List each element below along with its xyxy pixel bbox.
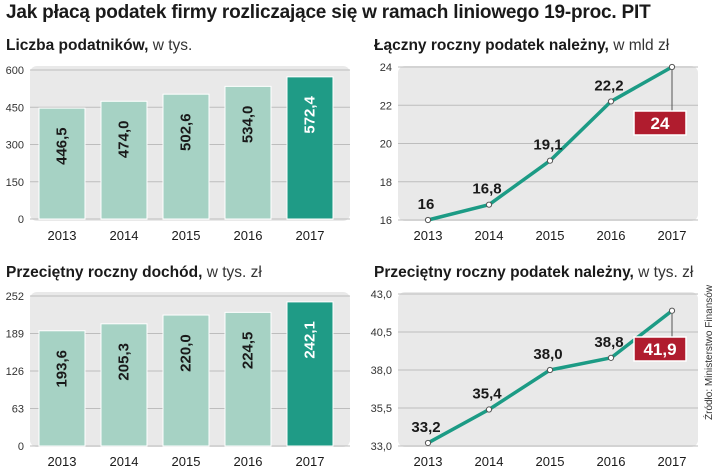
- y-tick-label: 150: [6, 177, 24, 189]
- y-tick-label: 189: [6, 329, 24, 341]
- y-tick-label: 16: [380, 215, 392, 227]
- main-title: Jak płacą podatek firmy rozliczające się…: [6, 2, 651, 23]
- panel-title-avg-tax: Przeciętny roczny podatek należny, w tys…: [374, 264, 693, 282]
- x-tick-label: 2016: [234, 228, 263, 243]
- data-point: [607, 98, 615, 105]
- y-tick-label: 24: [380, 62, 392, 74]
- x-tick-label: 2015: [536, 454, 565, 468]
- panel-unit: w tys.: [152, 37, 193, 54]
- data-label: 19,1: [533, 137, 562, 154]
- source-note: Źródło: Ministerstwo Finansów: [704, 284, 715, 420]
- panel-unit: w tys. zł: [638, 264, 694, 281]
- y-tick-label: 35,5: [371, 403, 392, 415]
- data-point: [668, 63, 676, 71]
- y-tick-label: 18: [380, 177, 392, 189]
- y-tick-label: 600: [6, 65, 24, 77]
- panel-unit: w tys. zł: [206, 264, 262, 281]
- panel-title-text: Przeciętny roczny dochód,: [6, 264, 203, 281]
- bar: [162, 314, 210, 447]
- data-point: [424, 216, 432, 224]
- data-label: 38,0: [533, 346, 562, 363]
- panel-title-text: Liczba podatników,: [6, 37, 149, 54]
- panel-title-total-tax: Łączny roczny podatek należny, w mld zł: [374, 37, 669, 55]
- x-tick-label: 2016: [597, 454, 626, 468]
- bar: [224, 311, 272, 447]
- x-tick-label: 2017: [658, 454, 687, 468]
- data-point: [668, 307, 676, 314]
- bar: [38, 330, 86, 447]
- data-point: [546, 157, 554, 164]
- bar-value-label: 534,0: [240, 106, 257, 144]
- bar: [100, 323, 148, 447]
- y-tick-label: 38,0: [371, 365, 392, 377]
- callout-value: 41,9: [643, 340, 676, 359]
- data-label: 16,8: [472, 181, 501, 198]
- bar: [286, 76, 334, 220]
- panel-unit: w mld zł: [613, 37, 670, 54]
- bar-value-label: 502,6: [178, 113, 195, 151]
- data-label: 33,2: [411, 419, 440, 436]
- bar-value-label: 474,0: [116, 121, 133, 159]
- bar-value-label: 572,4: [302, 95, 319, 133]
- data-label: 22,2: [594, 77, 623, 94]
- bar-value-label: 220,0: [178, 334, 195, 372]
- callout-box: [633, 110, 687, 136]
- y-tick-label: 0: [18, 441, 24, 453]
- x-tick-label: 2013: [414, 228, 443, 243]
- x-tick-label: 2013: [48, 228, 77, 243]
- callout-box: [633, 336, 687, 362]
- y-tick-label: 0: [18, 214, 24, 226]
- bar: [286, 301, 334, 447]
- x-tick-label: 2015: [172, 454, 201, 468]
- y-tick-label: 33,0: [371, 441, 392, 453]
- panel-title-taxpayers: Liczba podatników, w tys.: [6, 37, 192, 55]
- y-tick-label: 450: [6, 102, 24, 114]
- bar-value-label: 193,6: [54, 350, 71, 388]
- x-tick-label: 2014: [475, 228, 504, 243]
- bar: [38, 107, 86, 220]
- data-point: [607, 354, 615, 361]
- data-point: [424, 439, 432, 447]
- data-point: [485, 406, 493, 413]
- y-tick-label: 20: [380, 139, 392, 151]
- callout-value: 24: [651, 114, 670, 133]
- bar: [224, 85, 272, 220]
- panel-title-text: Przeciętny roczny podatek należny,: [374, 264, 634, 281]
- data-label: 16: [418, 196, 435, 213]
- y-tick-label: 43,0: [371, 289, 392, 301]
- y-tick-label: 300: [6, 140, 24, 152]
- x-tick-label: 2015: [536, 228, 565, 243]
- data-point: [485, 201, 493, 208]
- bar-value-label: 205,3: [116, 343, 133, 381]
- bar: [162, 93, 210, 220]
- x-tick-label: 2014: [475, 454, 504, 468]
- x-tick-label: 2013: [414, 454, 443, 468]
- x-tick-label: 2014: [110, 454, 139, 468]
- x-tick-label: 2014: [110, 228, 139, 243]
- bar-value-label: 224,5: [240, 332, 257, 370]
- x-tick-label: 2017: [296, 454, 325, 468]
- y-tick-label: 63: [12, 404, 24, 416]
- y-tick-label: 252: [6, 291, 24, 303]
- x-tick-label: 2016: [234, 454, 263, 468]
- bar-value-label: 446,5: [54, 127, 71, 165]
- x-tick-label: 2016: [597, 228, 626, 243]
- y-tick-label: 40,5: [371, 327, 392, 339]
- x-tick-label: 2017: [296, 228, 325, 243]
- x-tick-label: 2017: [658, 228, 687, 243]
- panel-title-avg-income: Przeciętny roczny dochód, w tys. zł: [6, 264, 262, 282]
- data-label: 35,4: [472, 386, 502, 403]
- bar: [100, 100, 148, 220]
- data-point: [546, 366, 554, 374]
- y-tick-label: 22: [380, 100, 392, 112]
- x-tick-label: 2013: [48, 454, 77, 468]
- y-tick-label: 126: [6, 366, 24, 378]
- data-label: 38,8: [594, 334, 623, 351]
- panel-title-text: Łączny roczny podatek należny,: [374, 37, 609, 54]
- x-tick-label: 2015: [172, 228, 201, 243]
- bar-value-label: 242,1: [302, 321, 319, 359]
